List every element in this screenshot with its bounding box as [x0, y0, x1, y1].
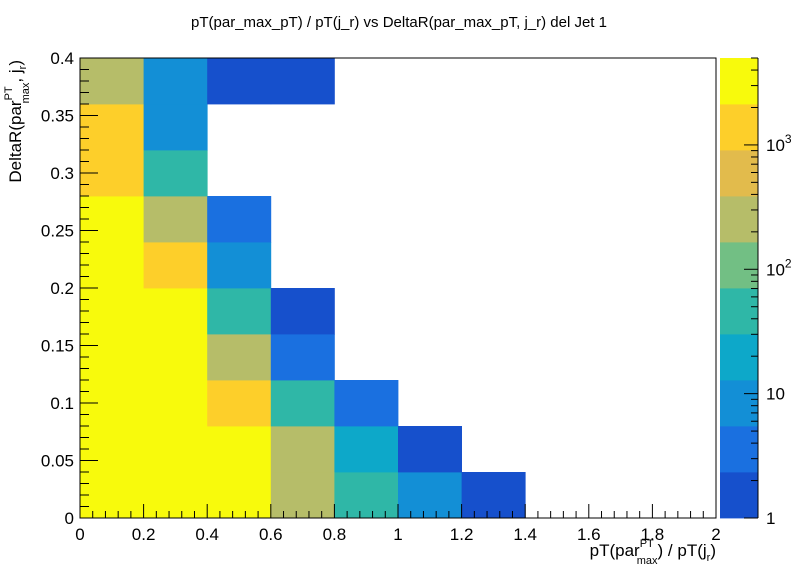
- heatmap-cell: [143, 426, 208, 473]
- x-tick-label: 2: [711, 525, 720, 544]
- y-tick-label: 0.15: [41, 337, 74, 356]
- color-palette: 1 10 102 103: [720, 57, 792, 528]
- y-tick-label: 0.05: [41, 452, 74, 471]
- palette-segment: [720, 58, 758, 105]
- heatmap-cell: [143, 242, 208, 289]
- heatmap-cell: [207, 472, 272, 519]
- heatmap-cell: [80, 104, 144, 151]
- z-tick-label: 10: [766, 385, 785, 404]
- heatmap-cell: [398, 426, 462, 473]
- x-tick-label: 1.4: [513, 525, 537, 544]
- heatmap-cell: [80, 58, 144, 105]
- heatmap-cell: [143, 472, 208, 519]
- heatmap-cell: [207, 58, 272, 105]
- palette-segment: [720, 104, 758, 151]
- heatmap-cell: [80, 242, 144, 289]
- y-tick-label: 0.1: [50, 394, 74, 413]
- heatmap-cell: [207, 196, 272, 243]
- heatmap-cell: [207, 288, 272, 335]
- heatmap-cell: [270, 380, 335, 427]
- heatmap-cell: [270, 334, 335, 381]
- heatmap-cell: [270, 58, 335, 105]
- heatmap-cell: [80, 426, 144, 473]
- heatmap-cell: [398, 472, 462, 519]
- y-tick-label: 0.3: [50, 164, 74, 183]
- heatmap-cell: [143, 288, 208, 335]
- heatmap-cell: [334, 472, 399, 519]
- y-tick-label: 0.4: [50, 49, 74, 68]
- palette-segment: [720, 242, 758, 289]
- x-tick-label: 0: [75, 525, 84, 544]
- heatmap-cell: [80, 334, 144, 381]
- palette-segment: [720, 196, 758, 243]
- x-tick-label: 1.2: [450, 525, 474, 544]
- x-tick-label: 0.8: [323, 525, 347, 544]
- heatmap-cell: [270, 472, 335, 519]
- y-tick-label: 0.25: [41, 222, 74, 241]
- y-tick-label: 0.35: [41, 107, 74, 126]
- x-tick-label: 0.2: [132, 525, 156, 544]
- heatmap-cell: [207, 242, 272, 289]
- x-axis-label: pT(parPT max) / pT(jr): [590, 538, 716, 567]
- palette-segment: [720, 288, 758, 335]
- z-tick-label: 103: [766, 132, 792, 155]
- chart-title: pT(par_max_pT) / pT(j_r) vs DeltaR(par_m…: [191, 14, 607, 31]
- heatmap-cell: [270, 288, 335, 335]
- heatmap-cell: [143, 150, 208, 197]
- heatmap-cell: [270, 426, 335, 473]
- heatmap-cell: [143, 380, 208, 427]
- heatmap-cell: [207, 380, 272, 427]
- y-axis-label: DeltaR(parPT max, jr): [3, 60, 32, 183]
- x-tick-label: 1.8: [641, 525, 665, 544]
- heatmap-cell: [143, 334, 208, 381]
- heatmap-cell: [207, 334, 272, 381]
- palette-segment: [720, 150, 758, 197]
- heatmap-cell: [334, 426, 399, 473]
- heatmap-cell: [80, 288, 144, 335]
- x-tick-label: 0.6: [259, 525, 283, 544]
- y-tick-label: 0: [65, 509, 74, 528]
- palette-segment: [720, 334, 758, 381]
- palette-segment: [720, 472, 758, 519]
- axes: 0 0.2 0.4 0.6 0.8 1 1.2 1.4 1.6 1.8 2 0 0.05 0.1 0.15 0…: [41, 49, 721, 544]
- heatmap-cell: [80, 472, 144, 519]
- heatmap-cell: [143, 58, 208, 105]
- z-tick-label: 102: [766, 256, 792, 279]
- palette-segment: [720, 380, 758, 427]
- heatmap-cell: [334, 380, 399, 427]
- y-tick-label: 0.2: [50, 279, 74, 298]
- heatmap-cell: [207, 426, 272, 473]
- heatmap-cell: [80, 196, 144, 243]
- x-tick-label: 1: [393, 525, 402, 544]
- palette-segment: [720, 426, 758, 473]
- heatmap-cell: [143, 196, 208, 243]
- heatmap-cell: [143, 104, 208, 151]
- heatmap-cells: [80, 58, 526, 519]
- heatmap-cell: [461, 472, 526, 519]
- z-tick-label: 1: [766, 509, 775, 528]
- x-tick-label: 1.6: [577, 525, 601, 544]
- x-tick-label: 0.4: [195, 525, 219, 544]
